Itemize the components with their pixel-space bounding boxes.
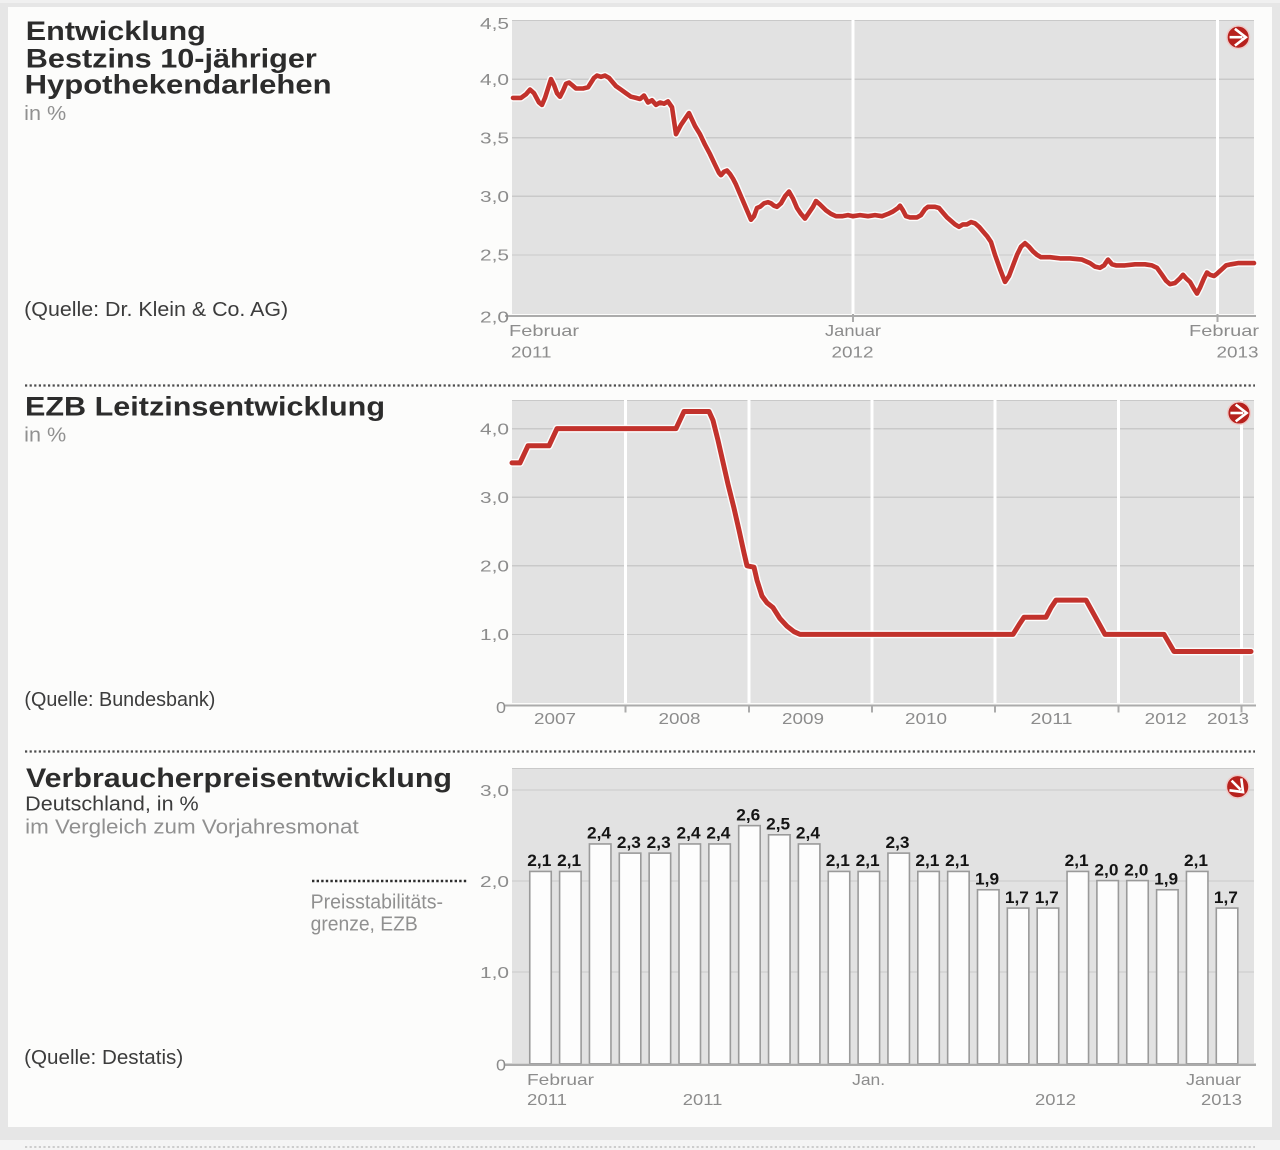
svg-text:Jan.: Jan. (852, 1072, 885, 1089)
svg-text:1,9: 1,9 (1154, 870, 1178, 888)
svg-text:Preisstabilitäts-: Preisstabilitäts- (311, 892, 443, 914)
svg-text:2,0: 2,0 (480, 309, 509, 326)
svg-text:2,3: 2,3 (617, 834, 641, 852)
svg-text:2011: 2011 (527, 1092, 567, 1109)
svg-text:4,0: 4,0 (480, 72, 509, 89)
svg-text:2007: 2007 (534, 711, 576, 728)
svg-text:2011: 2011 (1031, 711, 1073, 728)
svg-text:2,0: 2,0 (480, 874, 509, 891)
svg-text:in %: in % (24, 425, 66, 447)
svg-text:(Quelle: Destatis): (Quelle: Destatis) (24, 1047, 183, 1069)
svg-text:4,5: 4,5 (480, 16, 509, 33)
svg-text:0: 0 (496, 700, 506, 717)
svg-text:2,1: 2,1 (557, 852, 581, 870)
svg-text:2013: 2013 (1201, 1092, 1242, 1109)
svg-text:2,4: 2,4 (587, 825, 612, 843)
svg-text:2,1: 2,1 (856, 852, 880, 870)
svg-text:2008: 2008 (659, 711, 701, 728)
svg-text:2012: 2012 (1145, 711, 1187, 728)
svg-text:(Quelle: Dr. Klein & Co. AG): (Quelle: Dr. Klein & Co. AG) (24, 299, 288, 321)
svg-text:grenze, EZB: grenze, EZB (311, 914, 418, 936)
svg-text:Januar: Januar (825, 323, 882, 340)
svg-text:2,0: 2,0 (480, 559, 509, 576)
svg-text:2,4: 2,4 (796, 825, 821, 843)
svg-text:Deutschland, in %: Deutschland, in % (25, 793, 199, 815)
svg-text:Hypothekendarlehen: Hypothekendarlehen (25, 70, 332, 100)
svg-text:3,0: 3,0 (480, 783, 509, 800)
svg-text:Februar: Februar (527, 1072, 595, 1089)
svg-text:2,3: 2,3 (886, 834, 910, 852)
svg-text:Februar: Februar (509, 323, 580, 340)
svg-text:1,7: 1,7 (1214, 889, 1238, 907)
svg-text:2,0: 2,0 (1124, 861, 1148, 879)
svg-text:2013: 2013 (1217, 345, 1259, 362)
svg-text:2,4: 2,4 (706, 825, 731, 843)
svg-text:1,0: 1,0 (480, 965, 509, 982)
svg-text:in %: in % (24, 103, 66, 125)
svg-text:1,0: 1,0 (480, 627, 509, 644)
svg-text:EZB Leitzinsentwicklung: EZB Leitzinsentwicklung (25, 392, 385, 422)
svg-text:2,1: 2,1 (826, 852, 850, 870)
svg-text:2011: 2011 (511, 345, 552, 362)
svg-text:Februar: Februar (1189, 323, 1260, 340)
svg-text:2010: 2010 (905, 711, 947, 728)
svg-text:2,1: 2,1 (527, 852, 551, 870)
svg-text:Verbraucherpreisentwicklung: Verbraucherpreisentwicklung (26, 763, 452, 793)
svg-text:2,1: 2,1 (1184, 852, 1208, 870)
svg-text:3,0: 3,0 (480, 189, 509, 206)
svg-text:2,4: 2,4 (677, 825, 702, 843)
svg-text:2,5: 2,5 (766, 816, 790, 834)
svg-text:im Vergleich zum Vorjahresmona: im Vergleich zum Vorjahresmonat (25, 817, 359, 839)
svg-text:1,7: 1,7 (1035, 889, 1059, 907)
svg-text:2,1: 2,1 (1065, 852, 1089, 870)
svg-text:2012: 2012 (832, 345, 874, 362)
svg-text:2,0: 2,0 (1094, 861, 1118, 879)
svg-text:1,9: 1,9 (975, 870, 999, 888)
svg-text:(Quelle: Bundesbank): (Quelle: Bundesbank) (24, 689, 215, 711)
svg-text:2,6: 2,6 (736, 806, 760, 824)
svg-text:3,0: 3,0 (480, 490, 509, 507)
svg-text:2,5: 2,5 (480, 248, 509, 265)
svg-text:2011: 2011 (683, 1092, 723, 1109)
svg-text:4,0: 4,0 (480, 421, 509, 438)
svg-text:2,1: 2,1 (945, 852, 969, 870)
svg-text:3,5: 3,5 (480, 131, 509, 148)
svg-text:0: 0 (496, 1057, 506, 1074)
svg-text:2012: 2012 (1035, 1092, 1076, 1109)
svg-text:Januar: Januar (1186, 1072, 1242, 1089)
svg-text:2013: 2013 (1207, 711, 1249, 728)
svg-text:2,1: 2,1 (915, 852, 939, 870)
svg-text:Entwicklung: Entwicklung (26, 16, 206, 46)
svg-text:2009: 2009 (782, 711, 824, 728)
svg-text:Bestzins 10-jähriger: Bestzins 10-jähriger (26, 43, 318, 73)
svg-text:2,3: 2,3 (647, 834, 671, 852)
svg-text:1,7: 1,7 (1005, 889, 1029, 907)
